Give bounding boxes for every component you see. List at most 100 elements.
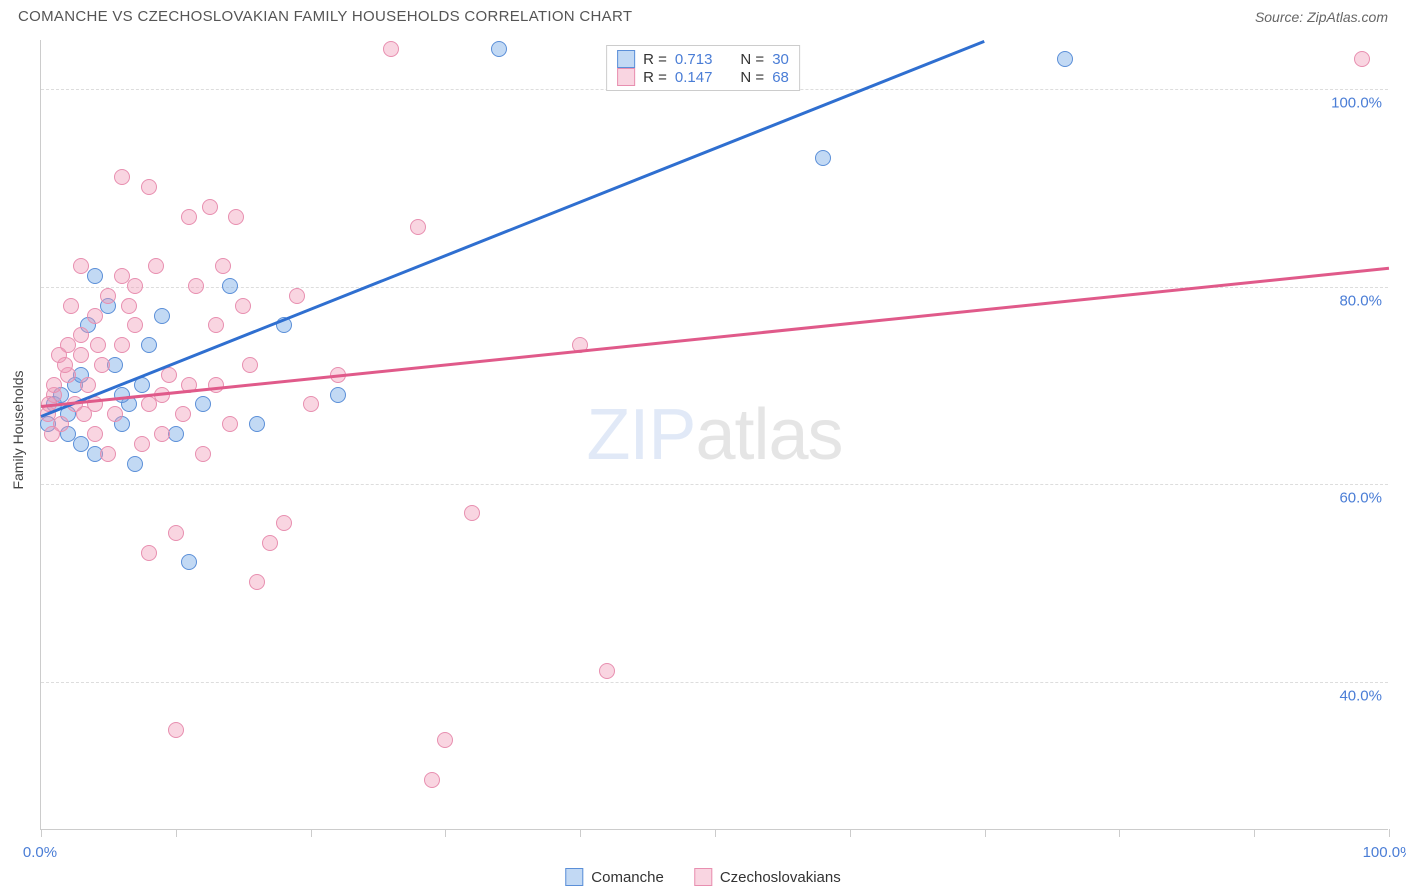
scatter-point [242,357,258,373]
trend-line [41,40,986,418]
scatter-point [289,288,305,304]
legend-label: Czechoslovakians [720,869,841,886]
x-tick [580,829,581,837]
x-tick [445,829,446,837]
legend-label: Comanche [591,869,664,886]
scatter-point [90,337,106,353]
scatter-point [815,150,831,166]
y-tick-label: 80.0% [1339,292,1382,309]
scatter-point [276,515,292,531]
scatter-point [437,732,453,748]
scatter-point [127,317,143,333]
x-tick [850,829,851,837]
scatter-point [87,308,103,324]
scatter-point [46,377,62,393]
scatter-point [51,347,67,363]
scatter-point [410,219,426,235]
scatter-point [141,396,157,412]
legend-swatch [694,868,712,886]
y-tick-label: 100.0% [1331,95,1382,112]
scatter-point [100,288,116,304]
scatter-point [303,396,319,412]
scatter-point [208,317,224,333]
scatter-point [73,258,89,274]
scatter-point [73,347,89,363]
scatter-point [195,396,211,412]
scatter-point [1354,51,1370,67]
scatter-point [262,535,278,551]
scatter-point [599,663,615,679]
scatter-point [1057,51,1073,67]
y-tick-label: 60.0% [1339,490,1382,507]
x-tick [41,829,42,837]
scatter-point [114,169,130,185]
legend-swatch [617,50,635,68]
scatter-point [127,278,143,294]
stat-r-label: R = [643,69,667,86]
legend-swatch [565,868,583,886]
y-tick-label: 40.0% [1339,687,1382,704]
watermark-part1: ZIP [586,395,695,475]
scatter-point [44,426,60,442]
scatter-point [148,258,164,274]
stat-r-value: 0.713 [675,51,713,68]
x-tick [1254,829,1255,837]
x-tick [176,829,177,837]
scatter-point [141,337,157,353]
scatter-point [181,209,197,225]
scatter-point [215,258,231,274]
scatter-point [76,406,92,422]
source-name: ZipAtlas.com [1307,9,1388,25]
scatter-point [154,308,170,324]
scatter-point [127,456,143,472]
scatter-point [181,554,197,570]
stat-legend-row: R =0.713N =30 [617,50,789,68]
x-tick-label: 100.0% [1363,844,1406,861]
stat-n-label: N = [740,51,764,68]
scatter-point [134,436,150,452]
stat-legend-row: R = 0.147 N = 68 [617,68,789,86]
chart-title: COMANCHE VS CZECHOSLOVAKIAN FAMILY HOUSE… [18,8,632,25]
scatter-point [141,545,157,561]
x-tick [311,829,312,837]
stat-r-value: 0.147 [675,69,713,86]
stats-legend: R =0.713N =30R =0.147N =68 [606,45,800,91]
gridline [41,682,1388,683]
bottom-legend: Comanche Czechoslovakians [565,868,840,886]
scatter-point [222,278,238,294]
scatter-point [121,298,137,314]
source-label: Source: ZipAtlas.com [1255,9,1388,25]
stat-n-label: N = [740,69,764,86]
scatter-point [464,505,480,521]
scatter-point [491,41,507,57]
scatter-plot-area: ZIPatlas 40.0% 60.0% 80.0% 100.0% [40,40,1388,830]
stat-r-label: R = [643,51,667,68]
scatter-point [383,41,399,57]
scatter-point [208,377,224,393]
header: COMANCHE VS CZECHOSLOVAKIAN FAMILY HOUSE… [18,8,1388,25]
source-prefix: Source: [1255,9,1307,25]
x-tick [715,829,716,837]
scatter-point [73,327,89,343]
scatter-point [87,426,103,442]
legend-swatch [617,68,635,86]
scatter-point [107,406,123,422]
y-axis-label: Family Households [10,370,26,489]
scatter-point [330,387,346,403]
scatter-point [202,199,218,215]
scatter-point [154,426,170,442]
x-tick-label: 0.0% [23,844,57,861]
scatter-point [63,298,79,314]
scatter-point [168,525,184,541]
watermark-part2: atlas [695,395,842,475]
scatter-point [235,298,251,314]
watermark: ZIPatlas [586,394,842,476]
x-tick [1389,829,1390,837]
scatter-point [100,446,116,462]
scatter-point [87,268,103,284]
x-tick [985,829,986,837]
bottom-legend-item: Czechoslovakians [694,868,841,886]
scatter-point [249,416,265,432]
trend-line [41,267,1389,408]
stat-n-value: 68 [772,69,789,86]
